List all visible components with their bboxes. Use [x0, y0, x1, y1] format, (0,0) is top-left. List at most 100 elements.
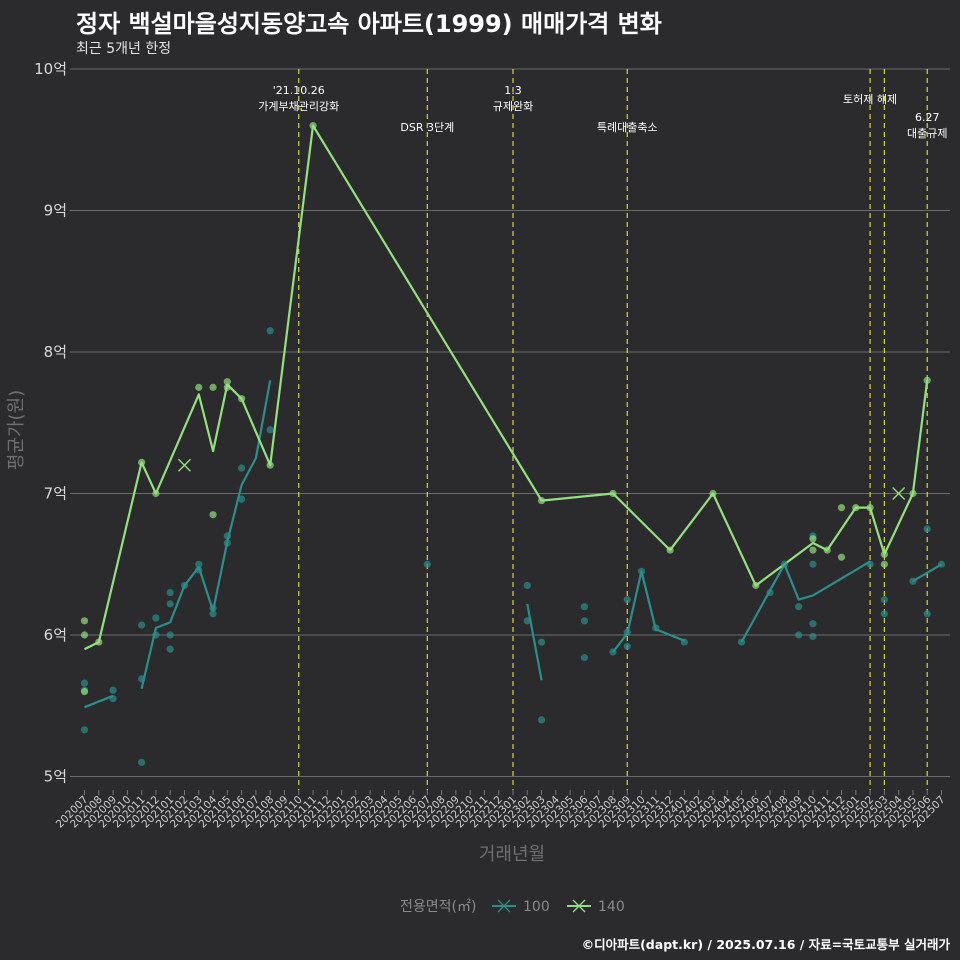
data-point-100 [166, 631, 174, 639]
data-point-100 [880, 610, 888, 618]
data-point-140 [537, 496, 546, 505]
data-point-100 [609, 648, 617, 656]
data-point-100 [580, 654, 589, 662]
data-point-100 [637, 567, 646, 575]
event-label: 대출규제 [907, 127, 947, 140]
data-point-100 [238, 464, 246, 472]
data-point-100 [809, 620, 817, 628]
data-point-100 [266, 327, 274, 335]
data-point-100 [152, 614, 160, 622]
data-point-100 [80, 679, 89, 687]
data-point-100 [580, 617, 589, 625]
data-point-100 [909, 577, 917, 585]
y-axis-title: 평균가(원) [6, 390, 27, 470]
chart-subtitle: 최근 5개년 한정 [76, 41, 172, 57]
data-point-140 [609, 489, 617, 498]
data-point-140 [880, 550, 888, 558]
data-point-100 [766, 588, 774, 597]
data-point-100 [923, 525, 931, 533]
data-point-140 [80, 631, 89, 639]
data-point-100 [866, 560, 874, 568]
data-point-140 [209, 511, 217, 519]
y-axis-ticks: 5억 6억 7억 8억 9억 10억 [34, 60, 67, 786]
data-point-100 [537, 638, 546, 646]
cross-marker-140 [892, 487, 906, 500]
event-label: 규제완화 [493, 100, 533, 113]
data-point-100 [209, 610, 217, 618]
data-point-100 [195, 560, 203, 568]
data-point-140 [195, 383, 203, 391]
legend-label: 100 [523, 899, 550, 915]
data-point-140 [866, 504, 874, 512]
data-point-140 [709, 489, 717, 498]
legend-swatch-cross [497, 899, 511, 913]
y-tick-label: 9억 [44, 202, 67, 220]
series-line-100 [84, 694, 114, 709]
data-point-140 [80, 617, 89, 625]
event-label: 1.3 [504, 84, 522, 97]
source-caption: ©디아파트(dapt.kr) / 2025.07.16 / 자료=국토교통부 실… [581, 937, 950, 952]
data-point-100 [223, 532, 231, 540]
event-label: 토허제 해제 [843, 92, 897, 106]
data-point-140 [80, 688, 89, 696]
data-point-100 [537, 716, 546, 724]
data-point-100 [166, 645, 174, 653]
data-point-140 [309, 122, 317, 130]
data-point-100 [780, 560, 788, 568]
cross-stroke [892, 487, 906, 500]
legend-item-100: 100 [492, 899, 550, 915]
legend-swatch-cross [572, 899, 586, 913]
data-point-140 [837, 553, 846, 561]
data-point-100 [423, 560, 431, 568]
data-point-100 [680, 638, 689, 646]
data-point-100 [109, 695, 117, 703]
data-point-100 [195, 566, 203, 574]
cross-marker-140 [177, 458, 191, 472]
data-point-140 [238, 395, 246, 403]
data-point-100 [795, 603, 803, 611]
grid-lines [70, 68, 950, 777]
event-label: 특례대출축소 [597, 121, 658, 134]
chart-title: 정자 백설마을성지동양고속 아파트(1999) 매매가격 변화 [76, 10, 662, 38]
data-point-100 [880, 596, 888, 604]
data-point-100 [109, 686, 117, 694]
event-label: '21.10.26 [273, 84, 325, 97]
data-point-100 [138, 758, 146, 766]
data-point-100 [523, 617, 531, 625]
data-point-100 [523, 581, 531, 590]
data-point-100 [623, 642, 631, 650]
data-point-100 [580, 603, 589, 611]
cross-stroke [177, 458, 191, 472]
event-label: 가계부채관리강화 [258, 100, 339, 113]
y-tick-label: 10억 [34, 60, 67, 78]
event-label: DSR 3단계 [400, 121, 454, 134]
data-point-100 [623, 628, 631, 636]
series-line-100 [612, 570, 685, 653]
y-tick-label: 8억 [44, 343, 67, 361]
data-point-100 [180, 581, 189, 590]
data-point-140 [666, 546, 674, 554]
data-point-140 [266, 461, 274, 469]
data-point-140 [209, 383, 217, 391]
data-point-100 [937, 560, 946, 568]
series-line-100 [912, 563, 943, 583]
series-line-100 [140, 380, 272, 690]
data-point-140 [223, 378, 231, 386]
data-point-100 [138, 621, 146, 629]
data-point-100 [238, 495, 246, 503]
y-tick-label: 6억 [44, 626, 67, 644]
data-point-100 [809, 560, 817, 568]
data-point-140 [138, 458, 146, 466]
data-point-100 [652, 624, 660, 632]
series-line-140 [84, 124, 929, 651]
data-point-100 [166, 588, 174, 597]
data-point-140 [809, 546, 817, 554]
data-points [80, 122, 946, 766]
data-point-140 [909, 489, 917, 498]
data-point-140 [752, 581, 760, 590]
data-point-140 [809, 535, 817, 543]
legend-item-140: 140 [567, 899, 625, 915]
series-line-100 [526, 603, 543, 681]
data-point-100 [809, 632, 817, 641]
